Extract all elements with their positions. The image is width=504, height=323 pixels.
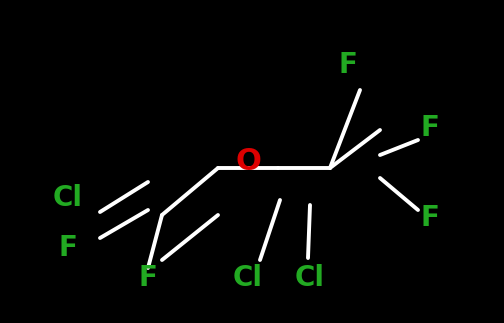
Text: Cl: Cl	[295, 264, 325, 292]
Text: F: F	[339, 51, 357, 79]
Text: F: F	[139, 264, 157, 292]
Text: Cl: Cl	[53, 184, 83, 212]
Text: Cl: Cl	[233, 264, 263, 292]
Text: O: O	[235, 148, 261, 176]
Text: F: F	[420, 204, 439, 232]
Text: F: F	[420, 114, 439, 142]
Text: F: F	[58, 234, 78, 262]
